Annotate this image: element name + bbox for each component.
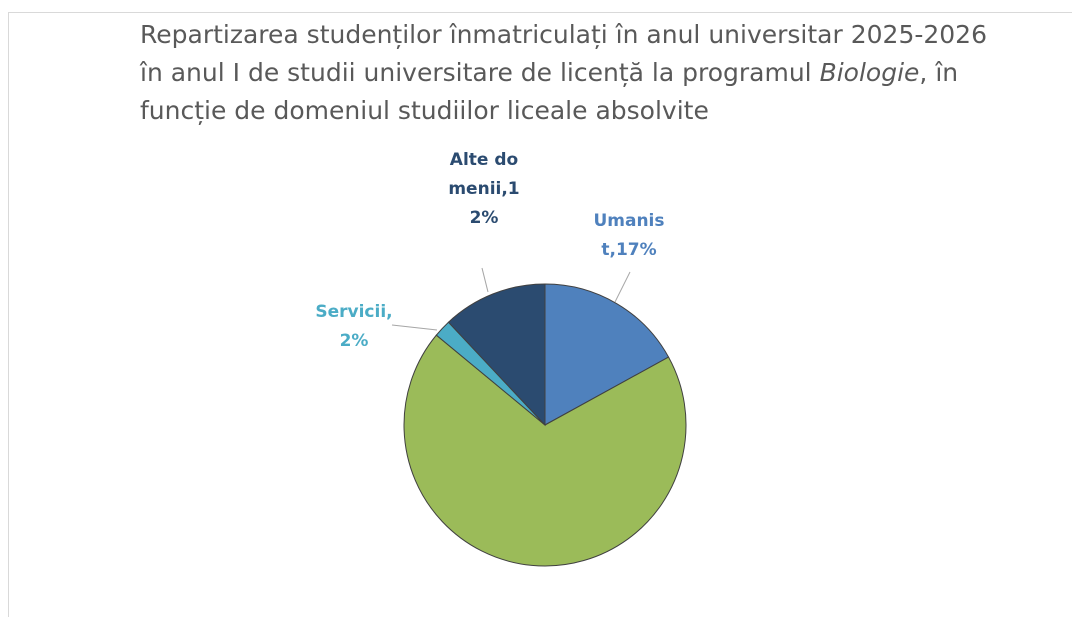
leader-line (481, 267, 489, 293)
pie-slice (403, 334, 687, 567)
pie-slice (447, 283, 546, 427)
chart-title: Repartizarea studenților înmatriculați î… (140, 16, 1000, 130)
title-part: Repartizarea studenților înmatriculați î… (140, 20, 987, 87)
data-label: Alte domenii,12% (448, 150, 520, 228)
data-label: Servicii,2% (315, 302, 393, 351)
title-part: Biologie (819, 58, 920, 87)
title-part: , în funcție de domeniul studiilor licea… (140, 58, 959, 125)
chart-frame (8, 12, 1072, 617)
leader-line (391, 324, 438, 331)
data-label: Umanist,17% (593, 211, 665, 260)
pie-slice (544, 283, 670, 426)
leader-line (614, 271, 631, 303)
